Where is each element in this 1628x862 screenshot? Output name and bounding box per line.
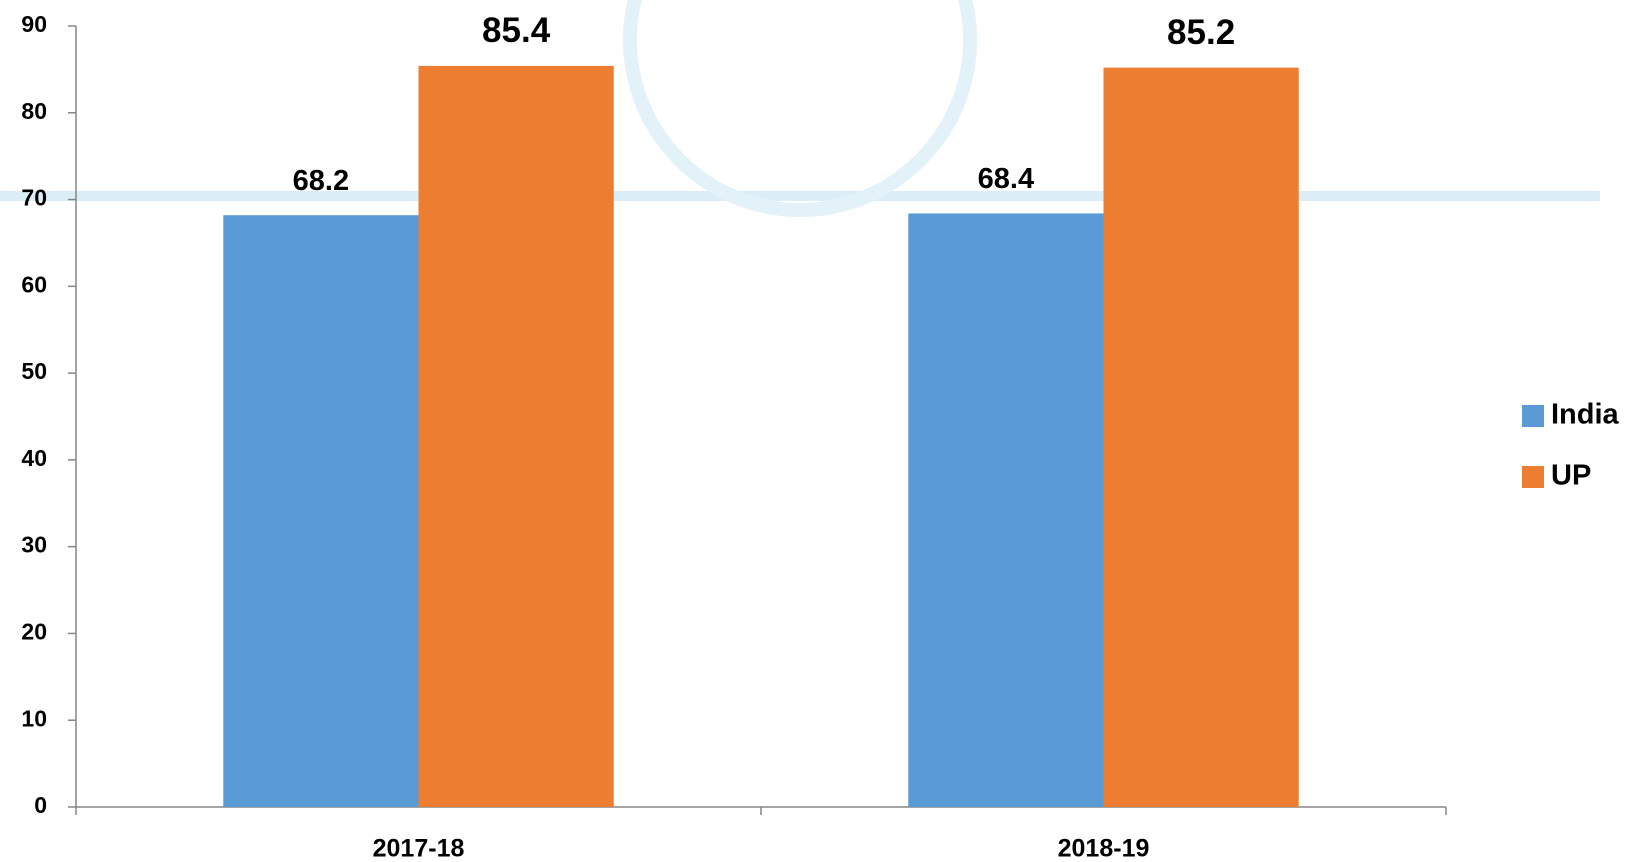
y-tick-label: 90 [21, 11, 47, 37]
y-tick-label: 60 [21, 271, 47, 297]
bar [908, 213, 1104, 807]
y-tick-label: 30 [21, 532, 47, 558]
value-label: 85.2 [1167, 13, 1235, 52]
bar [1103, 67, 1299, 808]
value-label: 85.4 [482, 11, 551, 50]
bar [223, 215, 419, 808]
x-tick-label: 2017-18 [373, 835, 465, 862]
y-tick-label: 70 [21, 185, 47, 211]
watermark-emblem [623, 0, 977, 217]
y-tick-label: 50 [21, 358, 47, 384]
y-tick-label: 0 [34, 792, 47, 818]
value-label: 68.4 [978, 163, 1034, 195]
legend-label: UP [1551, 460, 1591, 492]
y-tick-label: 20 [21, 619, 47, 645]
x-tick-label: 2018-19 [1058, 835, 1150, 862]
bar [418, 65, 614, 807]
legend-swatch [1522, 405, 1544, 427]
y-tick-label: 40 [21, 445, 47, 471]
value-label: 68.2 [293, 165, 349, 197]
y-tick-label: 80 [21, 98, 47, 124]
legend-swatch [1522, 466, 1544, 488]
y-tick-label: 10 [21, 705, 47, 731]
legend-label: India [1551, 399, 1620, 431]
